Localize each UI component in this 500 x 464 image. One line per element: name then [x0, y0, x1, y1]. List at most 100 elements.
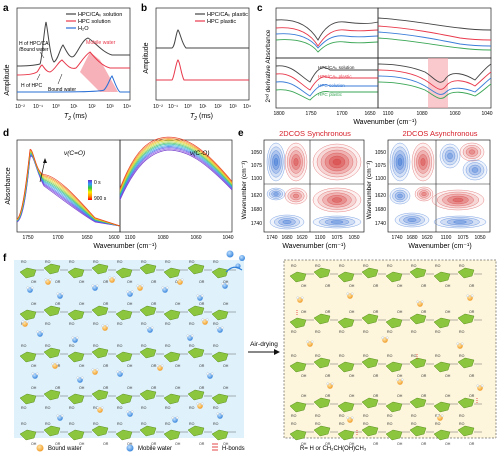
f-left-mobile-6-h2	[225, 282, 229, 286]
f-left-bound-7-h2	[160, 364, 164, 368]
f-right-chain-0-oh-6: OH	[445, 284, 451, 288]
e-async-blob-5-ring-3	[471, 167, 479, 173]
e-async-blob-4-ring-3	[468, 149, 476, 155]
e-async-blob-4-ring-1	[462, 145, 482, 159]
d-time-end: 900 s	[94, 196, 107, 202]
f-right-chain-4-oh-3: OR	[373, 442, 379, 446]
d-frame-right	[119, 139, 233, 233]
panel-e-letter: e	[238, 128, 244, 139]
f-left-mobile-16-h1	[56, 414, 60, 418]
f-left-chain-3-oh-4: OH	[127, 386, 133, 390]
f-right-chain-2-ring-1	[313, 357, 331, 369]
f-left-chain-3-ring-2	[67, 393, 85, 405]
f-left-chain-4-ring-5	[139, 425, 157, 437]
f-right-chain-2-ring-2	[337, 361, 355, 373]
f-right-chain-2-ring-7	[457, 357, 475, 369]
panel-a-letter: a	[3, 3, 9, 14]
f-right-chain-2-oh-2: OH	[349, 374, 355, 378]
f-left-chain-0-ring-7	[187, 263, 205, 275]
ann-arrow-3	[57, 73, 63, 85]
e-async-blob-9-ring-0	[431, 189, 485, 211]
f-right-chain-2-ro-2: RO	[339, 354, 345, 358]
f-legend-mobile: Mobile water	[138, 446, 172, 452]
f-left-chain-0-ring-8	[211, 267, 229, 279]
e-ay-3: 1620	[375, 193, 386, 199]
f-left-chain-3-ring-8	[211, 393, 229, 405]
f-left-mobile-18-h2	[175, 416, 179, 420]
f-right-chain-3-ring-3	[361, 397, 379, 409]
e-xticks-async: 1740 1680 1620 1100 1075 1050	[391, 235, 485, 241]
f-right-chain-2-ro-3: RO	[363, 354, 369, 358]
f-right-chain-3-oh-5: OR	[421, 394, 427, 398]
f-legend-r: R= H or CH₂CH(OH)CH₃	[300, 446, 367, 452]
f-right-chain-0-ro-7: RO	[459, 264, 465, 268]
f-left-chain-4-ro-1: RO	[45, 422, 51, 426]
c-lb-3	[275, 81, 378, 97]
f-left-mobile-8-h2	[75, 336, 79, 340]
f-left-mobile-4-h1	[161, 286, 165, 290]
f-left-mobile-0-h2	[30, 286, 34, 290]
f-right-chain-1-ring-7	[457, 313, 475, 325]
e-async-blob-2-ring-4	[420, 158, 426, 166]
f-right-chain-0-ro-6: RO	[435, 264, 441, 268]
f-right-chain-0-ro-0: RO	[291, 264, 297, 268]
e-sync-blob-7-ring-4	[332, 197, 342, 203]
panel-d-xlabel: Wavenumber (cm⁻¹)	[93, 243, 156, 250]
f-left-chain-1-oh-5: OR	[151, 302, 157, 306]
e-async-blob-6-ring-1	[392, 189, 408, 203]
f-left-chain-2-ro-3: RO	[93, 344, 99, 348]
d-xtick-5: 1080	[157, 235, 168, 241]
f-right-bound-10-h2	[350, 416, 354, 420]
f-left-chain-2-ro-7: RO	[189, 344, 195, 348]
f-right-chain-3-ring-0	[289, 401, 307, 413]
e-ay-0: 1050	[375, 150, 386, 156]
f-left-chain-0-ring-3	[91, 263, 109, 275]
f-left-chain-4-ro-7: RO	[189, 422, 195, 426]
d-right-curves	[119, 136, 233, 201]
f-right-chain-2-oh-0: OH	[301, 374, 307, 378]
f-left-chain-1-ring-6	[163, 309, 181, 321]
f-right-chain-1-ro-7: RO	[459, 330, 465, 334]
f-right-chain-3-ring-6	[433, 401, 451, 413]
panel-b-frame	[155, 7, 250, 101]
f-right-chain-1-ro-5: RO	[411, 330, 417, 334]
panel-b: b Amplitude HPC/CAₖ plastic HPC plastic …	[141, 3, 251, 122]
f-left-chain-0-ring-4	[115, 267, 133, 279]
f-right-bound-9-h1	[476, 384, 480, 388]
f-right-bound-6-h1	[456, 342, 460, 346]
f-left-chain-1-oh-4: OH	[127, 302, 133, 306]
f-left-bound-9-h1	[196, 402, 200, 406]
e-async-blob-1-ring-3	[395, 154, 405, 170]
f-right-chain-3-oh-0: OH	[301, 394, 307, 398]
f-right-chain-1-ring-5	[409, 313, 427, 325]
f-legend-bound-icon	[36, 444, 44, 452]
c-xtick-4: 1100	[383, 111, 394, 117]
f-right-chain-3-ring-7	[457, 397, 475, 409]
f-right-bound-0-h2	[300, 296, 304, 300]
d-spectrum-c-o-3	[119, 146, 233, 198]
ann-mobile: Mobile water	[86, 40, 116, 46]
e-sync-blob-7-ring-3	[327, 195, 347, 205]
c-rb-2	[377, 69, 492, 90]
f-left-chain-3-oh-8: OH	[223, 386, 229, 390]
e-sync-blob-3-ring-3	[324, 152, 350, 172]
f-left-chain-0-ro-3: RO	[93, 260, 99, 264]
e-ay-4: 1680	[375, 207, 386, 213]
f-right-chain-1-ro-4: RO	[387, 330, 393, 334]
f-left-chain-3-oh-2: OH	[79, 386, 85, 390]
d-time-colorbar	[88, 180, 92, 200]
f-left-chain-0-ro-6: RO	[165, 260, 171, 264]
f-left-chain-0-oh-4: OH	[127, 280, 133, 284]
e-async-blob-6-ring-3	[397, 193, 403, 199]
e-async-blob-10-ring-1	[440, 217, 480, 227]
f-left-chain-4-oh-2: OH	[79, 442, 85, 446]
e-ax-2: 1620	[421, 235, 432, 241]
f-left-mobile-18-h1	[171, 416, 175, 420]
d-label-c-o: ν(C-O)	[190, 150, 210, 157]
f-left-chain-3-oh-5: OR	[151, 386, 157, 390]
e-sync-blob-1-ring-4	[274, 158, 278, 166]
f-right-chain-2-ro-4: RO	[387, 354, 393, 358]
e-sync-blob-2-ring-0	[284, 142, 308, 182]
e-async-blob-9-ring-2	[442, 193, 474, 207]
f-left-mobile-14-h1	[116, 370, 120, 374]
